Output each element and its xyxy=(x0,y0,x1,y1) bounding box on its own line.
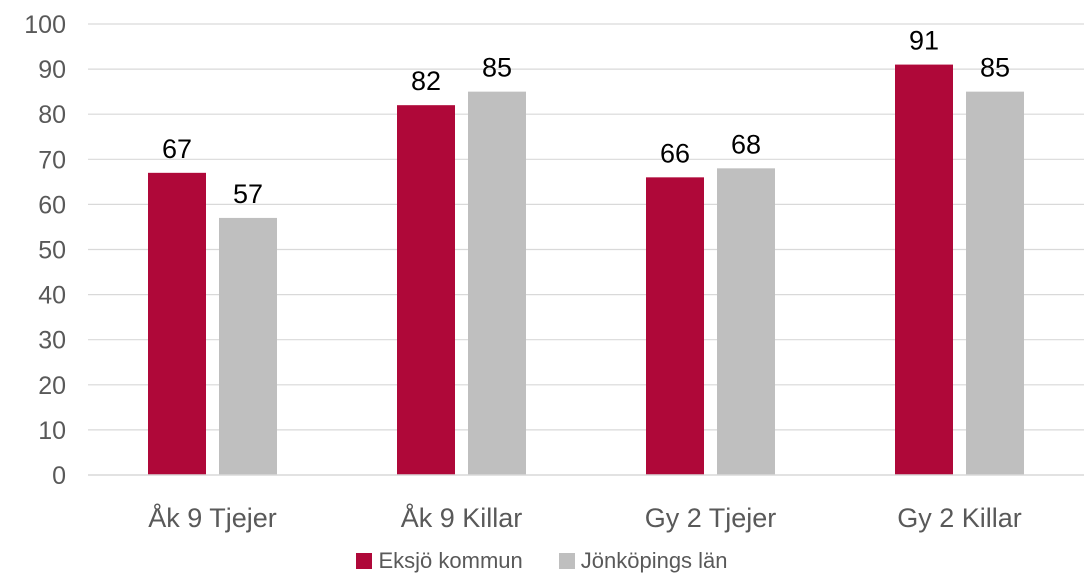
data-label: 66 xyxy=(660,138,690,168)
bar-series-1 xyxy=(646,177,704,475)
y-tick-label: 80 xyxy=(38,101,66,129)
y-axis-ticks: 0 10 20 30 40 50 60 70 80 90 100 xyxy=(24,11,66,490)
x-category-label: Gy 2 Killar xyxy=(897,503,1022,533)
y-tick-label: 70 xyxy=(38,146,66,174)
x-category-label: Gy 2 Tjejer xyxy=(645,503,777,533)
y-tick-label: 0 xyxy=(52,462,66,490)
data-label: 68 xyxy=(731,129,761,159)
y-tick-label: 100 xyxy=(24,11,66,39)
x-category-label: Åk 9 Killar xyxy=(401,502,523,533)
legend-label-series-1: Eksjö kommun xyxy=(378,548,523,573)
data-label: 82 xyxy=(411,66,441,96)
data-label: 85 xyxy=(980,53,1010,83)
legend-item-series-1: Eksjö kommun xyxy=(356,548,523,574)
bar-series-2 xyxy=(468,91,526,476)
y-tick-label: 50 xyxy=(38,237,66,265)
data-label: 85 xyxy=(482,53,512,83)
y-tick-label: 20 xyxy=(38,372,66,400)
bar-series-2 xyxy=(966,91,1024,476)
x-axis-categories: Åk 9 Tjejer Åk 9 Killar Gy 2 Tjejer Gy 2 Ki… xyxy=(148,502,1022,533)
legend-swatch-series-1 xyxy=(356,553,373,569)
y-tick-label: 90 xyxy=(38,56,66,84)
bar-series-1 xyxy=(895,64,953,475)
y-tick-label: 10 xyxy=(38,417,66,445)
bar-series-1 xyxy=(397,105,455,476)
bar-series-1 xyxy=(148,172,206,475)
legend-swatch-series-2 xyxy=(558,553,575,569)
data-label: 67 xyxy=(162,134,192,164)
bar-series-2 xyxy=(219,217,277,475)
bar-series-2 xyxy=(717,168,775,475)
data-label: 57 xyxy=(233,179,263,209)
legend: Eksjö kommun Jönköpings län xyxy=(0,544,1084,578)
legend-label-series-2: Jönköpings län xyxy=(580,548,728,573)
legend-item-series-2: Jönköpings län xyxy=(558,548,728,574)
y-tick-label: 40 xyxy=(38,282,66,310)
bars xyxy=(148,64,1024,476)
data-labels: 67 57 82 85 66 68 91 85 xyxy=(162,26,1010,209)
y-tick-label: 60 xyxy=(38,191,66,219)
x-category-label: Åk 9 Tjejer xyxy=(148,502,277,533)
data-label: 91 xyxy=(909,26,939,56)
y-tick-label: 30 xyxy=(38,327,66,355)
